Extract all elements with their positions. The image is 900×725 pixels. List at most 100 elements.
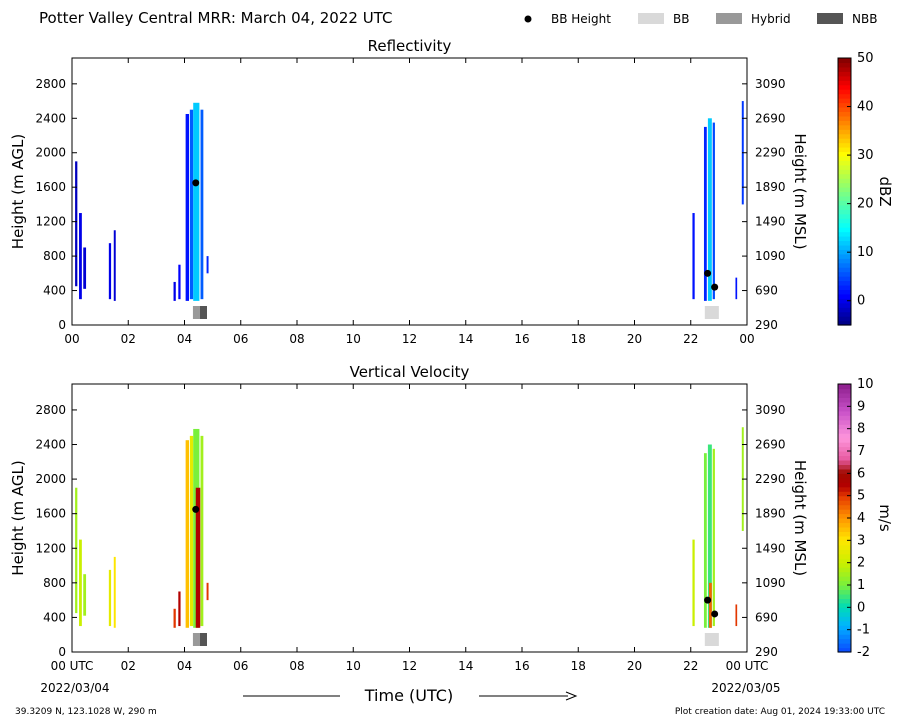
- colorbar-tick-label: 50: [857, 51, 874, 66]
- colorbar-segment: [838, 580, 851, 586]
- legend-marker-bb-height: [524, 15, 532, 23]
- start-date: 2022/03/04: [40, 681, 109, 695]
- colorbar-segment: [838, 518, 851, 524]
- colorbar-segment: [838, 62, 851, 68]
- legend-label-bb-height: BB Height: [551, 12, 611, 26]
- bb-type-box-nbb: [199, 306, 207, 319]
- colorbar-segment: [838, 195, 851, 201]
- data-column: [108, 243, 112, 300]
- legend-label-hybrid: Hybrid: [751, 12, 791, 26]
- bb-type-box-bb: [704, 306, 719, 319]
- colorbar-tick-label: 6: [857, 466, 865, 481]
- colorbar-tick-label: 30: [857, 148, 874, 163]
- x-tick-label: 22: [683, 332, 698, 346]
- colorbar-tick-label: 8: [857, 422, 865, 437]
- y-tick-label: 400: [43, 284, 66, 298]
- location-text: 39.3209 N, 123.1028 W, 290 m: [15, 707, 157, 717]
- colorbar-segment: [838, 491, 851, 497]
- colorbar-segment: [838, 607, 851, 613]
- colorbar-segment: [838, 540, 851, 546]
- x-tick-label: 20: [627, 332, 642, 346]
- panel-title: Vertical Velocity: [350, 363, 470, 381]
- data-column: [173, 281, 176, 301]
- colorbar-segment: [838, 253, 851, 259]
- x-tick-label: 00 UTC: [51, 659, 94, 673]
- data-column: [206, 256, 209, 274]
- colorbar-tick-label: 2: [857, 556, 865, 571]
- x-tick-label: 16: [514, 332, 529, 346]
- x-tick-label: 00: [739, 332, 754, 346]
- colorbar-segment: [838, 419, 851, 425]
- colorbar-tick-label: 0: [857, 600, 865, 615]
- colorbar-segment: [838, 173, 851, 179]
- data-column: [692, 539, 695, 627]
- colorbar-tick-label: 9: [857, 399, 865, 414]
- data-column: [735, 277, 738, 300]
- colorbar-segment: [838, 75, 851, 81]
- colorbar-segment: [838, 392, 851, 398]
- x-tick-label: 06: [233, 659, 248, 673]
- colorbar-segment: [838, 209, 851, 215]
- data-column: [195, 487, 201, 628]
- colorbar-segment: [838, 115, 851, 121]
- y-tick-label: 2800: [35, 403, 66, 417]
- legend-label-nbb: NBB: [852, 12, 877, 26]
- colorbar-tick-label: 7: [857, 444, 865, 459]
- colorbar-segment: [838, 204, 851, 210]
- colorbar-segment: [838, 634, 851, 640]
- x-tick-label: 04: [177, 332, 192, 346]
- colorbar-segment: [838, 84, 851, 90]
- y2-tick-label: 2290: [755, 472, 786, 486]
- bb-height-point: [704, 596, 712, 604]
- data-column: [113, 556, 116, 628]
- x-tick-label: 04: [177, 659, 192, 673]
- colorbar-label: m/s: [876, 504, 894, 532]
- plot-frame: [71, 57, 748, 326]
- colorbar-segment: [838, 244, 851, 250]
- colorbar-segment: [838, 549, 851, 555]
- data-column: [692, 213, 695, 300]
- y2-tick-label: 1490: [755, 541, 786, 555]
- legend-label-bb: BB: [673, 12, 689, 26]
- y-tick-label: 1600: [35, 180, 66, 194]
- colorbar-segment: [838, 406, 851, 412]
- colorbar-segment: [838, 151, 851, 157]
- colorbar-segment: [838, 111, 851, 117]
- x-tick-label: 12: [402, 332, 417, 346]
- colorbar-segment: [838, 558, 851, 564]
- colorbar-segment: [838, 138, 851, 144]
- colorbar-segment: [838, 522, 851, 528]
- colorbar-segment: [838, 284, 851, 290]
- data-column: [709, 582, 712, 628]
- x-axis-label: Time (UTC): [364, 686, 453, 705]
- colorbar-segment: [838, 553, 851, 559]
- colorbar-segment: [838, 464, 851, 470]
- y2-tick-label: 1890: [755, 180, 786, 194]
- colorbar-segment: [838, 249, 851, 255]
- colorbar-segment: [838, 504, 851, 510]
- y2-tick-label: 1090: [755, 249, 786, 263]
- y-tick-label: 2400: [35, 438, 66, 452]
- colorbar-segment: [838, 93, 851, 99]
- data-column: [712, 448, 715, 627]
- colorbar-segment: [838, 486, 851, 492]
- x-tick-label: 20: [627, 659, 642, 673]
- colorbar-segment: [838, 647, 851, 653]
- y-tick-label: 1600: [35, 507, 66, 521]
- data-column: [712, 122, 715, 300]
- time-arrow-head: [565, 691, 578, 701]
- colorbar-segment: [838, 442, 851, 448]
- x-tick-label: 18: [571, 659, 586, 673]
- colorbar-segment: [838, 120, 851, 126]
- data-column: [113, 230, 116, 301]
- y2-tick-label: 3090: [755, 403, 786, 417]
- colorbar-tick-label: 10: [857, 245, 874, 260]
- colorbar-segment: [838, 276, 851, 282]
- colorbar-segment: [838, 616, 851, 622]
- data-column: [703, 126, 707, 301]
- plot-frame: [71, 383, 748, 653]
- colorbar-frame: [837, 57, 852, 326]
- y-axis-label: Height (m AGL): [9, 134, 27, 249]
- legend: BB Height BB Hybrid NBB: [524, 12, 877, 26]
